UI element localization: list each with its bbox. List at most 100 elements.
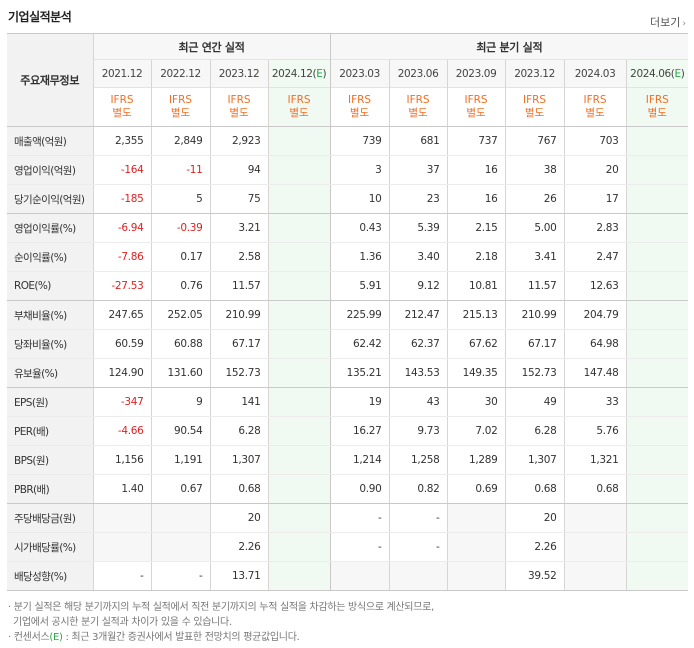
data-cell: - <box>388 503 448 533</box>
data-cell: - <box>388 532 448 562</box>
ifrs-label: IFRS <box>287 94 311 106</box>
footnote-1-cont: 기업에서 공시한 분기 실적과 차이가 있을 수 있습니다. <box>13 617 232 628</box>
data-cell <box>267 329 331 359</box>
data-cell: 23 <box>388 184 448 214</box>
data-cell: 0.68 <box>209 474 268 504</box>
data-cell: 19 <box>329 387 390 417</box>
data-cell: 737 <box>446 126 506 156</box>
data-cell: - <box>92 561 151 591</box>
data-cell: 2.58 <box>209 242 268 272</box>
data-cell: 1.36 <box>329 242 390 272</box>
ifrs-label: IFRS <box>583 94 607 106</box>
row-label: 유보율(%) <box>7 358 93 388</box>
annual-group-header: 최근 연간 실적 <box>92 33 331 60</box>
data-cell: 215.13 <box>446 300 506 330</box>
data-cell: 141 <box>209 387 268 417</box>
separate-label: 별도 <box>524 107 545 119</box>
data-cell <box>625 503 689 533</box>
separate-label: 별도 <box>112 107 132 119</box>
data-cell <box>446 503 506 533</box>
ifrs-basis-header: IFRS 별도 <box>92 87 151 127</box>
data-cell: -164 <box>92 155 151 185</box>
row-label: PBR(배) <box>7 474 93 504</box>
period-header: 2023.12 <box>504 59 565 88</box>
table-row: PBR(배) 1.40 0.67 0.68 0.90 0.82 0.69 0.68 0.68 <box>7 474 689 504</box>
data-cell: 7.02 <box>446 416 506 446</box>
data-cell: 212.47 <box>388 300 448 330</box>
data-cell: 0.76 <box>150 271 210 301</box>
period-header: 2024.03 <box>563 59 627 88</box>
ifrs-basis-header: IFRS 별도 <box>625 87 689 127</box>
row-label: 매출액(억원) <box>7 126 93 156</box>
data-cell: 2.26 <box>209 532 268 562</box>
data-cell: 3 <box>329 155 390 185</box>
ifrs-basis-header: IFRS 별도 <box>388 87 448 127</box>
quarter-group-header: 최근 분기 실적 <box>329 33 689 60</box>
separate-label: 별도 <box>289 107 309 119</box>
data-cell: 10.81 <box>446 271 506 301</box>
data-cell: 0.68 <box>504 474 565 504</box>
data-cell: 16 <box>446 155 506 185</box>
data-cell: 20 <box>563 155 627 185</box>
table-row: BPS(원) 1,156 1,191 1,307 1,214 1,258 1,289 1,30… <box>7 445 689 475</box>
data-cell: 12.63 <box>563 271 627 301</box>
estimate-mark: (E) <box>49 632 63 643</box>
table-row: 순이익률(%) -7.86 0.17 2.58 1.36 3.40 2.18 3.41 2.47 <box>7 242 689 272</box>
period-header: 2023.03 <box>329 59 390 88</box>
data-cell: 2,849 <box>150 126 210 156</box>
data-cell <box>329 561 390 591</box>
data-cell: 13.71 <box>209 561 268 591</box>
data-cell <box>267 213 331 243</box>
data-cell: 6.28 <box>209 416 268 446</box>
data-cell: 152.73 <box>504 358 565 388</box>
data-cell <box>267 387 331 417</box>
table-row: 주당배당금(원) 20 - - 20 <box>7 503 689 533</box>
data-cell: 143.53 <box>388 358 448 388</box>
data-cell <box>625 329 689 359</box>
ifrs-basis-header: IFRS 별도 <box>209 87 268 127</box>
row-label-header: 주요재무정보 <box>7 33 93 127</box>
data-cell: 0.82 <box>388 474 448 504</box>
data-cell: 0.43 <box>329 213 390 243</box>
ifrs-label: IFRS <box>522 94 547 106</box>
separate-label: 별도 <box>647 107 667 119</box>
data-cell: 124.90 <box>92 358 151 388</box>
data-cell <box>92 503 151 533</box>
table-row: 당기순이익(억원) -185 5 75 10 23 16 26 17 <box>7 184 689 214</box>
data-cell: -185 <box>92 184 151 214</box>
ifrs-basis-header: IFRS 별도 <box>563 87 627 127</box>
row-label: 부채비율(%) <box>7 300 93 330</box>
data-cell: 2.15 <box>446 213 506 243</box>
ifrs-label: IFRS <box>406 94 430 106</box>
data-cell <box>625 300 689 330</box>
separate-label: 별도 <box>585 107 605 119</box>
data-cell: 16 <box>446 184 506 214</box>
data-cell: 1,191 <box>150 445 210 475</box>
data-cell: -6.94 <box>92 213 151 243</box>
data-cell: 1,289 <box>446 445 506 475</box>
data-cell: 67.17 <box>209 329 268 359</box>
period-header: 2024.12(E) <box>267 59 331 88</box>
data-cell <box>625 532 689 562</box>
more-link[interactable]: 더보기 › <box>650 14 686 30</box>
data-cell: 17 <box>563 184 627 214</box>
data-cell: 43 <box>388 387 448 417</box>
row-label: 주당배당금(원) <box>7 503 93 533</box>
data-cell: 11.57 <box>504 271 565 301</box>
row-label: 영업이익률(%) <box>7 213 93 243</box>
data-cell: 1,307 <box>209 445 268 475</box>
data-cell <box>563 561 627 591</box>
data-cell: 67.17 <box>504 329 565 359</box>
footnote-2: · 컨센서스(E) : 최근 3개월간 증권사에서 발표한 전망치의 평균값입니… <box>8 632 300 643</box>
data-cell: 739 <box>329 126 390 156</box>
separate-label: 별도 <box>349 107 370 119</box>
data-cell: 210.99 <box>209 300 268 330</box>
ifrs-basis-header: IFRS 별도 <box>267 87 331 127</box>
data-cell: 5 <box>150 184 210 214</box>
data-cell <box>625 126 689 156</box>
table-row: 배당성향(%) - -13.71 39.52 <box>7 561 689 591</box>
section-title: 기업실적분석 <box>8 10 72 24</box>
data-cell: 37 <box>388 155 448 185</box>
data-cell <box>267 155 331 185</box>
